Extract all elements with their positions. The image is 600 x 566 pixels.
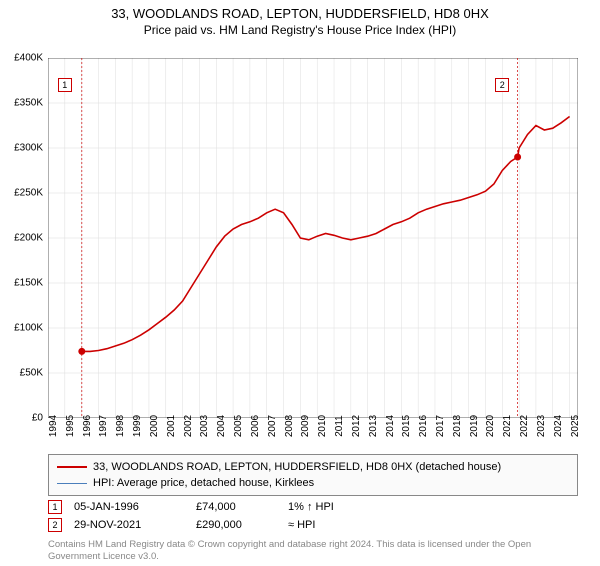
y-tick-label: £400K	[14, 53, 43, 64]
x-tick-label: 2006	[250, 415, 261, 437]
chart-area: £0£50K£100K£150K£200K£250K£300K£350K£400…	[48, 58, 578, 418]
sale-row: 2 29-NOV-2021 £290,000 ≈ HPI	[48, 516, 578, 534]
chart-title: 33, WOODLANDS ROAD, LEPTON, HUDDERSFIELD…	[0, 6, 600, 21]
x-tick-label: 2025	[570, 415, 581, 437]
x-tick-label: 2009	[300, 415, 311, 437]
x-tick-label: 2011	[334, 415, 345, 437]
x-tick-label: 1997	[98, 415, 109, 437]
sale-history: 1 05-JAN-1996 £74,000 1% ↑ HPI 2 29-NOV-2021 £…	[48, 498, 578, 534]
x-tick-label: 2012	[351, 415, 362, 437]
y-tick-label: £100K	[14, 323, 43, 334]
x-tick-label: 2020	[485, 415, 496, 437]
x-tick-label: 1998	[115, 415, 126, 437]
x-tick-label: 1995	[65, 415, 76, 437]
y-tick-label: £150K	[14, 278, 43, 289]
sale-row: 1 05-JAN-1996 £74,000 1% ↑ HPI	[48, 498, 578, 516]
x-tick-label: 2019	[469, 415, 480, 437]
sale-badge: 1	[48, 500, 62, 514]
x-tick-label: 2000	[149, 415, 160, 437]
sale-date: 05-JAN-1996	[74, 501, 184, 513]
footnote: Contains HM Land Registry data © Crown c…	[48, 539, 578, 562]
x-tick-label: 2023	[536, 415, 547, 437]
x-tick-label: 2018	[452, 415, 463, 437]
x-tick-label: 2004	[216, 415, 227, 437]
y-tick-label: £50K	[20, 368, 43, 379]
sale-diff: ≈ HPI	[288, 519, 368, 531]
legend-line-swatch	[57, 466, 87, 468]
sale-price: £290,000	[196, 519, 276, 531]
y-tick-label: £250K	[14, 188, 43, 199]
x-tick-label: 2014	[385, 415, 396, 437]
x-tick-label: 1996	[82, 415, 93, 437]
y-tick-label: £300K	[14, 143, 43, 154]
x-tick-label: 2002	[183, 415, 194, 437]
chart-svg	[48, 58, 578, 418]
legend-line-swatch	[57, 483, 87, 484]
sale-price: £74,000	[196, 501, 276, 513]
legend-row: HPI: Average price, detached house, Kirk…	[57, 475, 569, 491]
x-tick-label: 2008	[284, 415, 295, 437]
sale-badge: 2	[48, 518, 62, 532]
x-tick-label: 2024	[553, 415, 564, 437]
x-tick-label: 2007	[267, 415, 278, 437]
sale-marker-badge: 2	[495, 78, 509, 92]
legend-row: 33, WOODLANDS ROAD, LEPTON, HUDDERSFIELD…	[57, 459, 569, 475]
x-tick-label: 2015	[401, 415, 412, 437]
x-tick-label: 2022	[519, 415, 530, 437]
sale-date: 29-NOV-2021	[74, 519, 184, 531]
x-tick-label: 2021	[502, 415, 513, 437]
y-tick-label: £350K	[14, 98, 43, 109]
chart-subtitle: Price paid vs. HM Land Registry's House …	[0, 23, 600, 37]
x-tick-label: 2001	[166, 415, 177, 437]
x-tick-label: 2010	[317, 415, 328, 437]
legend-label: 33, WOODLANDS ROAD, LEPTON, HUDDERSFIELD…	[93, 461, 501, 473]
x-tick-label: 2003	[199, 415, 210, 437]
sale-diff: 1% ↑ HPI	[288, 501, 368, 513]
y-tick-label: £200K	[14, 233, 43, 244]
x-tick-label: 2016	[418, 415, 429, 437]
chart-container: 33, WOODLANDS ROAD, LEPTON, HUDDERSFIELD…	[0, 6, 600, 566]
x-tick-label: 1999	[132, 415, 143, 437]
x-tick-label: 1994	[48, 415, 59, 437]
sale-marker-badge: 1	[58, 78, 72, 92]
legend-label: HPI: Average price, detached house, Kirk…	[93, 477, 314, 489]
x-tick-label: 2017	[435, 415, 446, 437]
x-tick-label: 2013	[368, 415, 379, 437]
legend: 33, WOODLANDS ROAD, LEPTON, HUDDERSFIELD…	[48, 454, 578, 496]
x-tick-label: 2005	[233, 415, 244, 437]
y-tick-label: £0	[32, 413, 43, 424]
